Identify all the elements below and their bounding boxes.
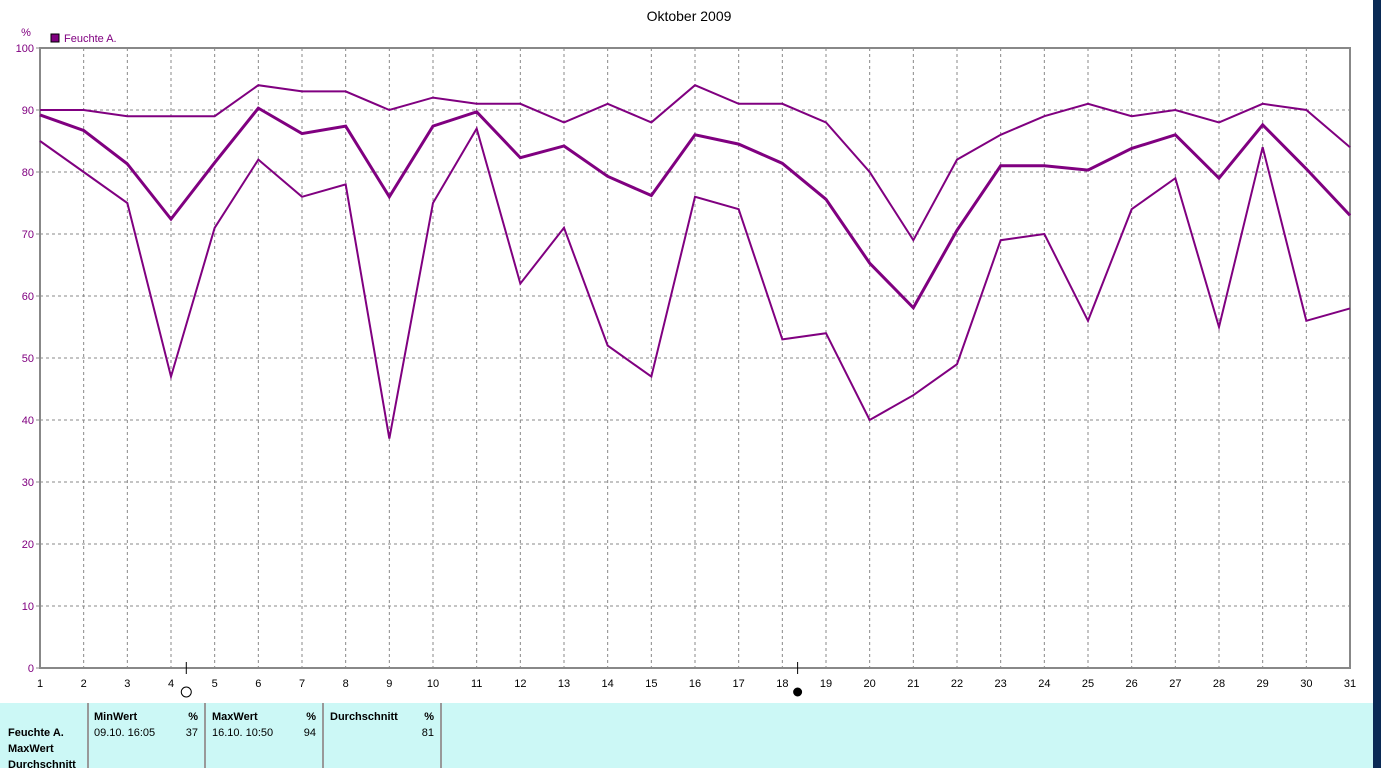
min-time: 09.10. 16:05 [94,727,156,739]
x-tick-label: 12 [514,678,526,690]
y-tick-label: 0 [28,663,34,675]
series-line-0 [40,84,1351,243]
avg-column: Durchschnitt % 81 [324,703,442,768]
x-tick-label: 25 [1082,678,1094,690]
max-unit: % [306,711,316,723]
window-edge [1373,0,1381,768]
x-tick-label: 4 [168,678,174,690]
series-line-1 [39,106,1352,311]
marker-open-circle [180,686,192,698]
row-labels: Feuchte A. MaxWert Durchschnitt [0,703,89,771]
x-tick-label: 16 [689,678,701,690]
legend-swatch [50,33,60,43]
x-tick-label: 19 [820,678,832,690]
x-tick-label: 29 [1257,678,1269,690]
x-tick-label: 1 [37,678,43,690]
x-tick-label: 24 [1038,678,1050,690]
x-tick-label: 10 [427,678,439,690]
x-tick-label: 6 [255,678,261,690]
x-tick-label: 23 [995,678,1007,690]
x-tick-label: 8 [343,678,349,690]
row-label: Feuchte A. [8,727,64,739]
max-time: 16.10. 10:50 [212,727,274,739]
avg-unit: % [424,711,434,723]
min-unit: % [188,711,198,723]
x-tick-label: 5 [212,678,218,690]
x-tick-label: 3 [124,678,130,690]
x-tick-label: 26 [1126,678,1138,690]
y-tick-label: 100 [16,43,34,55]
x-tick-label: 14 [602,678,614,690]
stats-table: Feuchte A. MaxWert Durchschnitt MinWert … [0,703,1373,771]
y-tick-label: 60 [22,291,34,303]
y-tick-label: 30 [22,477,34,489]
y-tick-label: 40 [22,415,34,427]
y-tick-label: 50 [22,353,34,365]
humidity-chart: Oktober 2009% Feuchte A. 0 10 20 30 40 50 60 70 80… [16,8,1356,698]
row-label: MaxWert [8,743,54,755]
x-tick-label: 21 [907,678,919,690]
max-column: MaxWert % 16.10. 10:50 94 [206,703,324,768]
y-tick-label: 70 [22,229,34,241]
x-tick-label: 30 [1300,678,1312,690]
x-tick-label: 7 [299,678,305,690]
x-tick-label: 15 [645,678,657,690]
max-value: 94 [303,727,316,739]
legend-label: Feuchte A. [64,33,117,45]
y-axis-label: % [21,27,31,39]
x-tick-label: 28 [1213,678,1225,690]
x-tick-label: 31 [1344,678,1356,690]
min-header: MinWert [94,711,138,723]
avg-value: 81 [421,727,434,739]
row-label: Durchschnitt [8,759,76,771]
x-tick-label: 9 [386,678,392,690]
chart-title: Oktober 2009 [647,8,732,24]
max-header: MaxWert [212,711,258,723]
x-tick-label: 11 [471,678,482,690]
min-value: 37 [185,727,198,739]
y-tick-label: 90 [22,105,34,117]
x-tick-label: 22 [951,678,963,690]
marker-filled-circle [793,687,803,697]
x-tick-label: 20 [864,678,876,690]
y-tick-label: 10 [22,601,34,613]
y-tick-label: 20 [22,539,34,551]
min-column: MinWert % 09.10. 16:05 37 [89,703,206,768]
x-tick-label: 2 [81,678,87,690]
avg-header: Durchschnitt [330,711,398,723]
x-tick-label: 13 [558,678,570,690]
x-tick-label: 18 [776,678,788,690]
plot-frame [39,47,1351,669]
series-line-2 [39,126,1351,439]
y-tick-label: 80 [22,167,34,179]
x-tick-label: 17 [733,678,745,690]
x-tick-label: 27 [1169,678,1181,690]
